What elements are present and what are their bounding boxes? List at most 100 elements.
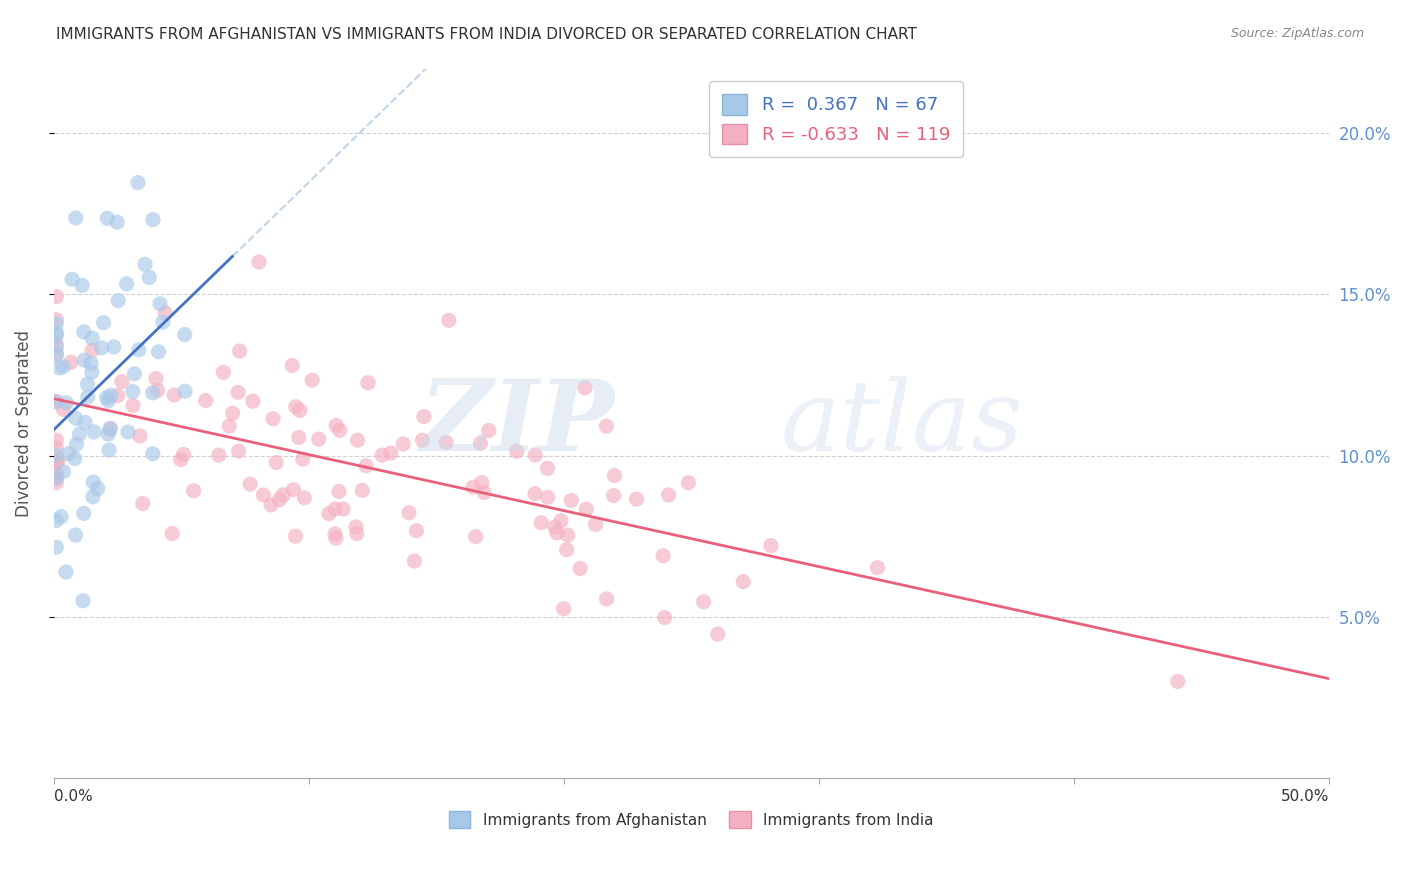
Point [55, 565, 77, 579]
Point [45, 346, 67, 360]
Point [45, 317, 67, 331]
Text: 0.0%: 0.0% [53, 789, 93, 804]
Point [173, 448, 195, 462]
Point [82, 343, 104, 358]
Point [107, 389, 129, 403]
Point [142, 386, 165, 401]
Point [183, 483, 205, 498]
Point [163, 388, 186, 402]
Point [58, 446, 80, 460]
Point [69, 427, 91, 442]
Y-axis label: Divorced or Separated: Divorced or Separated [15, 330, 32, 516]
Point [707, 627, 730, 641]
Point [96, 211, 118, 226]
Point [98, 422, 121, 436]
Point [45, 456, 67, 470]
Point [404, 554, 426, 568]
Point [288, 403, 311, 417]
Point [308, 432, 330, 446]
Point [97, 427, 120, 442]
Point [392, 437, 415, 451]
Point [595, 419, 617, 434]
Point [478, 424, 501, 438]
Point [70, 278, 93, 293]
Point [332, 502, 354, 516]
Point [626, 492, 648, 507]
Point [80, 365, 103, 379]
Point [357, 376, 380, 390]
Point [148, 344, 170, 359]
Point [323, 502, 346, 516]
Point [546, 525, 568, 540]
Point [76, 390, 98, 404]
Point [63, 451, 86, 466]
Point [45, 456, 67, 470]
Point [291, 452, 314, 467]
Point [65, 211, 87, 225]
Point [45, 470, 67, 484]
Point [283, 483, 305, 497]
Point [97, 393, 120, 408]
Point [544, 520, 567, 534]
Point [82, 475, 104, 489]
Point [45, 337, 67, 351]
Point [413, 409, 436, 424]
Point [45, 441, 67, 455]
Point [506, 444, 529, 458]
Point [149, 297, 172, 311]
Point [174, 384, 197, 399]
Point [252, 488, 274, 502]
Point [65, 437, 87, 451]
Point [574, 381, 596, 395]
Point [45, 394, 67, 409]
Point [129, 429, 152, 443]
Point [329, 424, 352, 438]
Point [262, 411, 284, 425]
Point [281, 359, 304, 373]
Point [537, 490, 560, 504]
Point [264, 456, 287, 470]
Point [323, 527, 346, 541]
Point [292, 491, 315, 505]
Point [284, 400, 307, 414]
Point [45, 471, 67, 485]
Point [242, 394, 264, 409]
Point [346, 526, 368, 541]
Point [155, 306, 177, 320]
Point [49, 509, 72, 524]
Point [45, 312, 67, 326]
Point [194, 393, 217, 408]
Point [45, 395, 67, 409]
Point [138, 270, 160, 285]
Point [434, 435, 457, 450]
Point [553, 601, 575, 615]
Point [52, 402, 75, 417]
Point [160, 526, 183, 541]
Point [269, 492, 291, 507]
Point [111, 375, 134, 389]
Point [45, 513, 67, 527]
Point [98, 443, 121, 458]
Point [90, 341, 112, 355]
Point [46, 453, 69, 467]
Point [73, 353, 96, 368]
Point [73, 507, 96, 521]
Point [530, 516, 553, 530]
Point [380, 446, 402, 460]
Point [115, 277, 138, 291]
Point [472, 485, 495, 500]
Point [124, 367, 146, 381]
Point [271, 488, 294, 502]
Point [73, 325, 96, 339]
Point [60, 272, 83, 286]
Point [45, 289, 67, 303]
Point [575, 502, 598, 516]
Point [346, 433, 368, 447]
Text: atlas: atlas [780, 376, 1024, 471]
Point [464, 530, 486, 544]
Point [142, 447, 165, 461]
Point [45, 433, 67, 447]
Point [226, 385, 249, 400]
Point [103, 340, 125, 354]
Point [45, 348, 67, 362]
